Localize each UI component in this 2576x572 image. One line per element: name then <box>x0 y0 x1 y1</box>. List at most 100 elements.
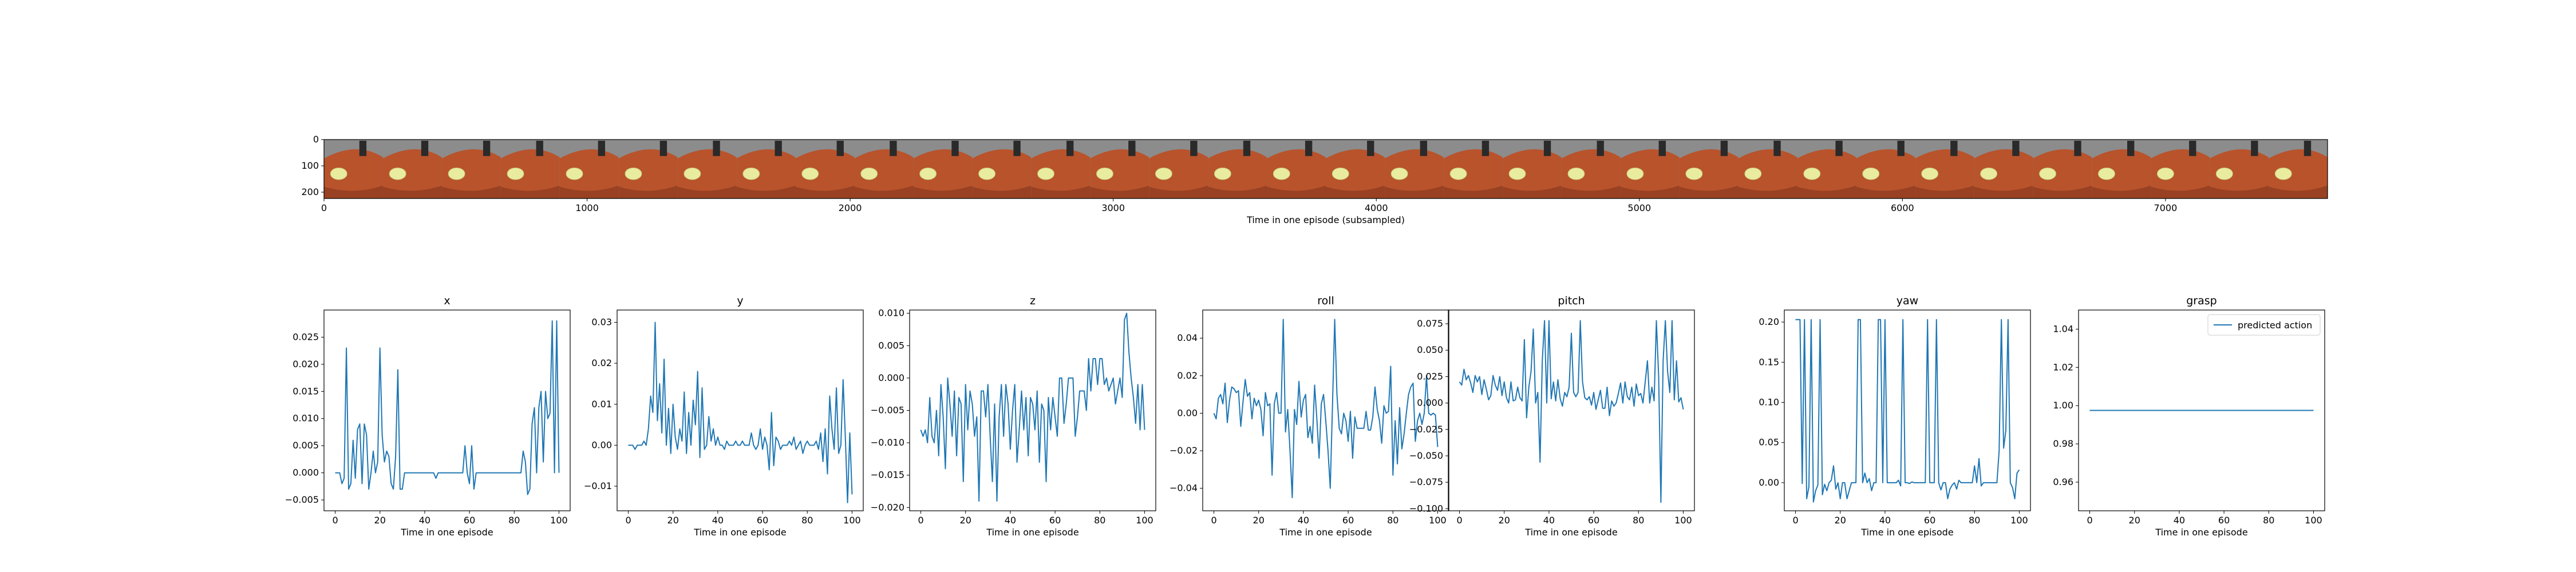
frame-target-spot <box>625 167 642 180</box>
frame-gripper <box>1835 141 1843 156</box>
chart-grasp: grasp 0 20 40 60 80 100 Time in one episode 0.96… <box>2053 295 2325 538</box>
frame-surface-shadow <box>1090 185 1149 198</box>
x-axis-label: Time in one episode <box>986 527 1078 538</box>
y-tick-label: 0.96 <box>2053 476 2073 487</box>
y-tick-label: 1.02 <box>2053 362 2073 372</box>
frame-surface <box>324 149 383 198</box>
y-tick-label: 0.075 <box>1417 318 1443 329</box>
filmstrip-frame <box>324 140 384 198</box>
frame-target-spot <box>1390 167 1408 180</box>
frame-gripper <box>951 141 959 156</box>
frame-surface <box>795 149 855 198</box>
filmstrip-y-ticks: 0 100 200 <box>301 134 324 197</box>
action-charts: x 0 20 40 60 80 100 Time in one episode −0.005 0.… <box>285 295 2325 538</box>
y-tick-label: 0.02 <box>1177 370 1198 381</box>
y-tick-label: 0.025 <box>293 331 319 342</box>
frame-surface-shadow <box>1561 185 1621 198</box>
filmstrip-frame <box>1090 140 1149 198</box>
y-tick-label: 0.03 <box>591 316 612 327</box>
series-line <box>335 320 560 495</box>
frame-gripper <box>775 141 782 156</box>
filmstrip-frame <box>1208 140 1267 198</box>
plot-frame <box>2078 309 2325 511</box>
frame-surface <box>1620 149 1680 198</box>
frame-target-spot <box>1508 167 1526 180</box>
frame-surface <box>1267 149 1326 198</box>
chart-title: z <box>1030 295 1036 307</box>
x-tick-label: 40 <box>712 515 724 526</box>
frame-surface <box>1561 149 1621 198</box>
filmstrip-frame <box>2210 140 2269 198</box>
frame-gripper <box>1128 141 1136 156</box>
frame-surface <box>972 149 1032 198</box>
frame-target-spot <box>566 167 583 180</box>
frame-surface <box>2269 149 2328 198</box>
frame-surface-shadow <box>2033 185 2092 198</box>
frame-surface-shadow <box>1267 185 1326 198</box>
frame-target-spot <box>1449 167 1467 180</box>
filmstrip-frame <box>795 140 855 198</box>
x-tick-label: 60 <box>1342 515 1354 526</box>
y-tick-label: 0.015 <box>293 386 319 396</box>
x-tick-label: 0 <box>918 515 923 526</box>
frame-target-spot <box>1803 167 1821 180</box>
frame-surface <box>854 149 914 198</box>
filmstrip-frame <box>500 140 560 198</box>
y-tick-label: 0.000 <box>878 372 904 383</box>
frame-target-spot <box>1980 167 1997 180</box>
filmstrip-frame <box>677 140 737 198</box>
y-tick-label: 1.04 <box>2053 323 2073 334</box>
series-line <box>628 321 853 503</box>
frame-surface-shadow <box>441 185 501 198</box>
chart-roll: roll 0 20 40 60 80 100 Time in one episode −0.04… <box>1170 295 1449 538</box>
y-tick-label: 0.005 <box>878 340 904 351</box>
y-tick-label: −0.02 <box>1170 445 1198 456</box>
frame-surface <box>1797 149 1856 198</box>
filmstrip-frame <box>1502 140 1562 198</box>
filmstrip-x-tick-label: 7000 <box>2154 202 2178 213</box>
filmstrip-frame <box>2033 140 2092 198</box>
frame-target-spot <box>742 167 760 180</box>
filmstrip-x-tick-label: 0 <box>321 202 327 213</box>
filmstrip-x-tick-label: 5000 <box>1627 202 1651 213</box>
x-tick-label: 20 <box>1253 515 1265 526</box>
filmstrip-frame <box>913 140 973 198</box>
frame-surface <box>618 149 678 198</box>
frame-surface <box>1502 149 1562 198</box>
frame-surface <box>1384 149 1444 198</box>
frame-surface-shadow <box>2210 185 2269 198</box>
frame-surface <box>677 149 737 198</box>
x-tick-label: 60 <box>757 515 768 526</box>
x-tick-label: 80 <box>1387 515 1398 526</box>
x-tick-label: 80 <box>1094 515 1105 526</box>
frame-surface-shadow <box>2092 185 2151 198</box>
y-tick-label: 0.05 <box>1759 437 1779 448</box>
frame-target-spot <box>1626 167 1644 180</box>
frame-gripper <box>659 141 667 156</box>
filmstrip-y-tick-label: 100 <box>301 160 319 171</box>
y-tick-label: −0.020 <box>871 502 904 513</box>
y-tick-label: 0.020 <box>293 359 319 370</box>
y-tick-label: 0.050 <box>1417 344 1443 355</box>
legend-box <box>2207 314 2321 336</box>
frame-gripper <box>1773 141 1781 156</box>
frame-gripper <box>1305 141 1313 156</box>
y-tick-label: 0.010 <box>293 413 319 424</box>
y-tick-label: 0.10 <box>1759 396 1779 407</box>
x-tick-label: 0 <box>1456 515 1462 526</box>
filmstrip-frame <box>559 140 619 198</box>
frame-surface-shadow <box>1031 185 1091 198</box>
plot-frame <box>617 309 864 511</box>
x-tick-label: 40 <box>1879 515 1891 526</box>
frame-surface-shadow <box>736 185 796 198</box>
frame-surface <box>736 149 796 198</box>
x-tick-label: 100 <box>843 515 861 526</box>
frame-surface <box>441 149 501 198</box>
x-tick-label: 100 <box>1429 515 1447 526</box>
frame-surface-shadow <box>382 185 442 198</box>
frame-target-spot <box>1567 167 1585 180</box>
y-tick-label: 0.04 <box>1177 332 1198 343</box>
series-line <box>1459 320 1684 503</box>
frame-target-spot <box>919 167 937 180</box>
